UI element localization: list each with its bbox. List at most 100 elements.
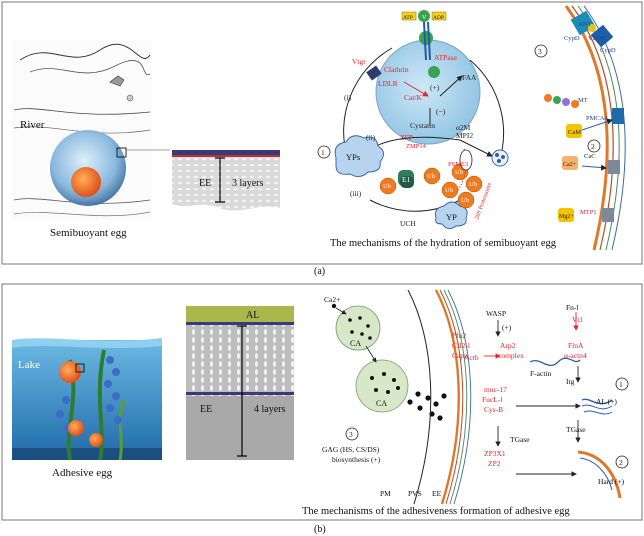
label-fucl1: FucL-l: [482, 395, 502, 404]
label-cfl21: Cfl2-l: [452, 341, 470, 350]
label-zp3x1: ZP3X1: [484, 449, 506, 458]
adhesiveness-mechanism-title: The mechanisms of the adhesiveness forma…: [302, 506, 570, 517]
label-ub-5: Ub: [469, 181, 477, 188]
label-mt: MT: [578, 97, 588, 104]
label-zmp14: ZMP14: [406, 143, 427, 150]
label-ee-b: EE: [432, 489, 442, 498]
section-b-ee-label: EE: [200, 404, 212, 415]
label-al-plus: AL (+): [596, 397, 617, 406]
label-fn1: Fn-l: [566, 303, 579, 312]
label-pfn2: Pfn2: [452, 331, 466, 340]
label-cypd-1: CypD: [564, 35, 580, 42]
panel-b-caption: (b): [314, 524, 326, 535]
label-pmca4: PMCA4: [586, 115, 608, 122]
label-pm: PM: [380, 489, 391, 498]
river-label: River: [20, 119, 45, 131]
adhesive-egg-1: [59, 361, 81, 383]
cortical-alveolus-2: [355, 359, 409, 413]
label-factin: F-actin: [530, 369, 551, 378]
label-itg: Itg: [566, 377, 575, 386]
label-circ-3-b: 3: [349, 430, 353, 439]
label-wasp: WASP: [486, 309, 506, 318]
label-psme3: PSME3: [448, 161, 468, 168]
label-circ-1-b: 1: [619, 380, 623, 389]
label-ub-3: Ub: [445, 187, 453, 194]
label-zp2: ZP2: [488, 459, 501, 468]
lake-label: Lake: [18, 359, 40, 371]
label-ca2-b: Ca2+: [324, 295, 340, 304]
label-pvs: PVS: [408, 489, 422, 498]
semibuoyant-egg-title: Semibuoyant egg: [50, 227, 127, 239]
label-circ-2-b: 2: [619, 458, 623, 467]
label-uch: UCH: [400, 219, 416, 228]
label-cysb: Cys-B: [484, 405, 503, 414]
river-illustration: [12, 40, 170, 220]
adhesive-egg-2: [68, 420, 84, 436]
label-ca2-a: Ca2+: [563, 162, 577, 168]
yp-cloud: [434, 201, 468, 229]
label-zfp: ZFP: [400, 133, 413, 142]
label-mpi2: MPI2: [456, 131, 473, 140]
label-circ-3-a: 3: [538, 47, 542, 56]
egg-envelope-section-a: [172, 150, 280, 212]
section-a-ee-label: EE: [199, 178, 211, 189]
label-atpase: ATPase: [434, 53, 458, 62]
label-gag: GAG (HS, CS/DS): [322, 445, 380, 454]
label-ub-2: Ub: [427, 173, 435, 180]
label-path-i: (i): [344, 93, 352, 102]
label-ldlr: LDLR: [378, 79, 398, 88]
semibuoyant-egg-yolk: [71, 167, 101, 197]
label-tgase-1: TGase: [510, 435, 530, 444]
label-minus-a: (−): [436, 107, 446, 116]
lake-illustration: [12, 338, 162, 461]
label-ub-6: Ub: [455, 169, 463, 176]
hydration-mechanism-diagram: [317, 10, 601, 229]
egg-envelope-section-b: [186, 306, 294, 460]
label-actb: Actb: [464, 353, 479, 362]
section-b-layers-label: 4 layers: [254, 404, 285, 415]
panel-a-caption: (a): [314, 266, 325, 277]
membrane-arc-a: [544, 5, 626, 251]
label-ub-4: Ub: [461, 197, 469, 204]
label-e1: E1: [402, 175, 411, 184]
adhesive-egg-title: Adhesive egg: [52, 467, 113, 479]
label-adp: ADP: [433, 15, 444, 21]
hydration-mechanism-title: The mechanisms of the hydration of semib…: [330, 238, 557, 249]
label-circ-1-a: 1: [321, 148, 325, 157]
label-cac: CaC: [584, 153, 596, 160]
label-tgase-2: TGase: [566, 425, 586, 434]
label-ub-1: Ub: [383, 183, 391, 190]
label-mg2: Mg2+: [559, 214, 574, 220]
label-plus-a: (+): [430, 83, 440, 92]
yps-cloud: [334, 135, 384, 177]
label-clathrin: Clathrin: [384, 65, 409, 74]
label-a2m: α2M: [456, 123, 471, 132]
label-yp: YP: [446, 212, 457, 222]
label-vdac: VDAC: [588, 35, 606, 42]
label-ca-1: CA: [350, 339, 361, 348]
adhesiveness-mechanism-diagram: [331, 289, 629, 505]
label-mtp: MTP1: [580, 209, 597, 216]
label-cam: CaM: [568, 129, 581, 136]
panel-b-frame: [1, 283, 643, 521]
section-b-al-label: AL: [246, 310, 259, 321]
label-actn4: α-actn4: [564, 351, 587, 360]
label-biosynthesis: biosynthesis (+): [332, 455, 381, 464]
label-flna: FlnA: [568, 341, 584, 350]
label-hard-plus: Hard (+): [598, 477, 625, 486]
label-vtgr: Vtgr: [352, 57, 366, 66]
label-ant: ANT: [578, 21, 591, 28]
label-cypd-2: CypD: [600, 47, 616, 54]
label-atp: ATP: [403, 15, 413, 21]
label-ca-2: CA: [376, 399, 387, 408]
section-a-layers-label: 3 layers: [232, 178, 263, 189]
label-arp2: Arp2: [500, 341, 516, 350]
label-path-ii: (ii): [366, 133, 376, 142]
label-faa: FAA: [462, 73, 477, 82]
label-cystatin: Cystatin: [410, 121, 435, 130]
label-muc17: muc-17: [484, 385, 507, 394]
adhesive-egg-3: [89, 433, 103, 447]
label-cathk: Cat/K: [404, 93, 422, 102]
label-capz: Capz: [452, 351, 468, 360]
